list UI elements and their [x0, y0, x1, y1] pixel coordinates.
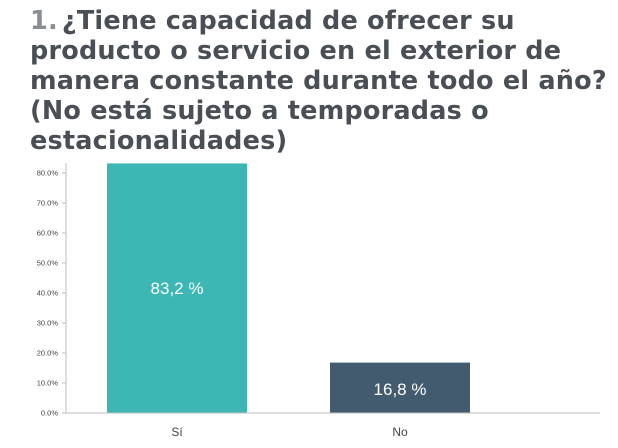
y-tick-label: 10.0% — [37, 379, 59, 388]
y-tick-label: 40.0% — [37, 289, 59, 298]
bars: 83,2 % 16,8 % — [107, 163, 470, 413]
x-axis: Sí No — [66, 412, 600, 439]
y-tick-label: 50.0% — [37, 259, 59, 268]
bar-no — [330, 362, 470, 413]
y-tick-label: 80.0% — [37, 169, 59, 178]
x-tick-label: Sí — [171, 425, 183, 439]
y-tick-label: 30.0% — [37, 319, 59, 328]
question-number: 1. — [30, 6, 58, 36]
data-label: 83,2 % — [151, 279, 204, 298]
y-tick-label: 20.0% — [37, 349, 59, 358]
bar-si — [107, 163, 247, 413]
y-axis: 0.0% 10.0% 20.0% 30.0% 40.0% 50.0% 60.0% 70.0% 8… — [37, 163, 67, 418]
data-label: 16,8 % — [374, 380, 427, 399]
y-tick-label: 70.0% — [37, 199, 59, 208]
x-tick-label: No — [392, 425, 408, 439]
chart-title: 1. ¿Tiene capacidad de ofrecer su product… — [30, 6, 610, 156]
question-text: ¿Tiene capacidad de ofrecer su producto … — [30, 6, 607, 156]
y-tick-label: 60.0% — [37, 229, 59, 238]
y-tick-label: 0.0% — [41, 409, 58, 418]
